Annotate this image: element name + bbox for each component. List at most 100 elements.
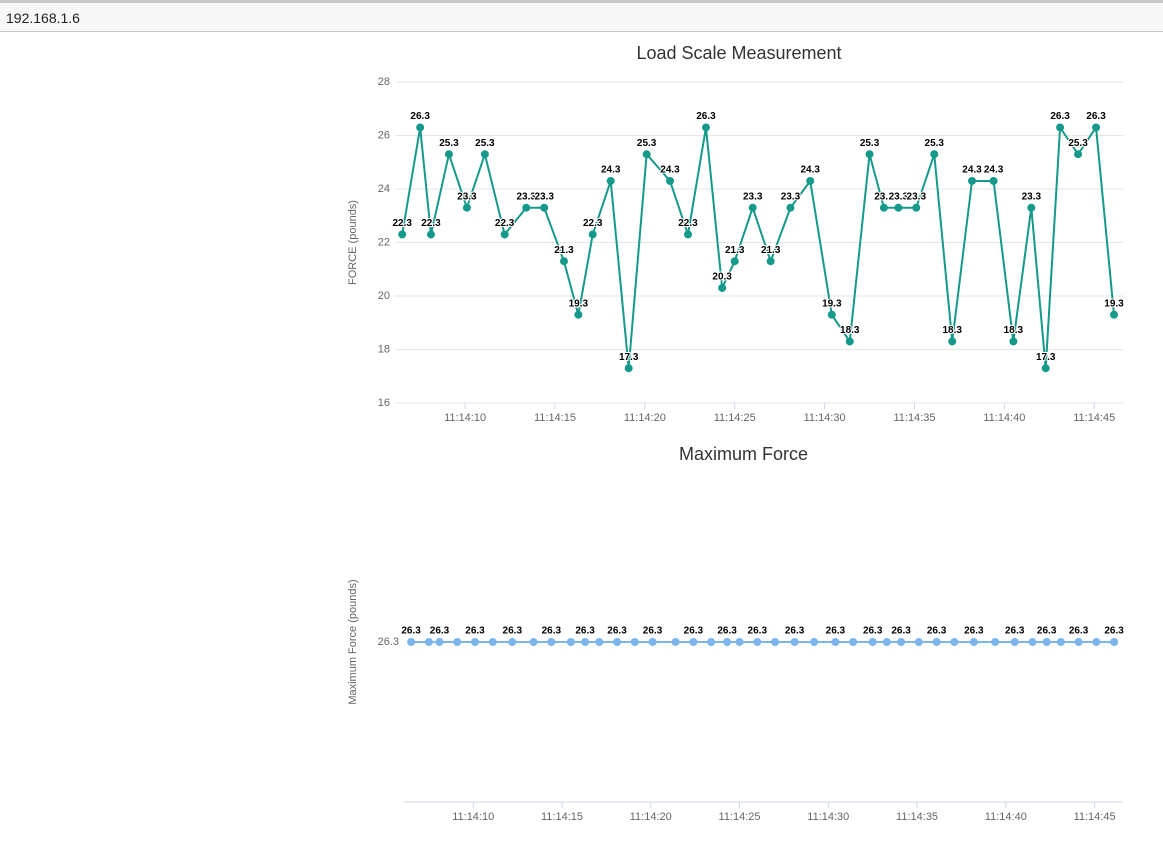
y-tick-label: 22 (378, 236, 390, 248)
point (868, 638, 877, 646)
data-label: 20.3 (712, 272, 732, 283)
point (865, 150, 874, 159)
point (508, 638, 517, 646)
point (416, 123, 425, 132)
point (849, 638, 858, 646)
data-label: 26.3 (410, 111, 430, 122)
point (1056, 638, 1065, 646)
data-label: 24.3 (962, 165, 982, 176)
x-tick-label: 11:14:45 (1073, 412, 1115, 424)
point (588, 230, 597, 239)
x-tick-label: 11:14:20 (624, 412, 666, 424)
point (968, 176, 977, 185)
point (969, 638, 978, 646)
data-label: 21.3 (725, 245, 745, 256)
data-label: 24.3 (984, 165, 1004, 176)
point (566, 638, 575, 646)
data-label: 23.3 (516, 191, 536, 202)
point (574, 310, 583, 319)
point (595, 638, 604, 646)
point (453, 638, 462, 646)
data-label: 23.3 (1022, 191, 1042, 202)
data-label: 21.3 (761, 245, 781, 256)
data-label: 23.3 (457, 191, 477, 202)
point (426, 230, 435, 239)
data-label: 26.3 (1037, 626, 1057, 637)
data-label: 22.3 (678, 218, 698, 229)
data-label: 26.3 (748, 626, 768, 637)
point (435, 638, 444, 646)
y-axis-title: FORCE (pounds) (347, 200, 359, 285)
point (648, 638, 657, 646)
data-label: 24.3 (660, 165, 680, 176)
point (1074, 150, 1083, 159)
data-label: 23.3 (534, 191, 554, 202)
data-label: 21.3 (554, 245, 574, 256)
point (790, 638, 799, 646)
data-label: 26.3 (401, 626, 421, 637)
point (488, 638, 497, 646)
x-tick-label: 11:14:25 (719, 811, 761, 823)
point (806, 176, 815, 185)
point (559, 257, 568, 266)
data-label: 25.3 (925, 138, 945, 149)
data-label: 19.3 (569, 298, 589, 309)
point (810, 638, 819, 646)
x-tick-label: 11:14:35 (893, 412, 935, 424)
y-tick-label: 26.3 (378, 636, 399, 648)
point (912, 203, 921, 212)
point (1092, 638, 1101, 646)
point (766, 257, 775, 266)
data-label: 26.3 (1086, 111, 1106, 122)
x-tick-label: 11:14:30 (807, 811, 849, 823)
point (753, 638, 762, 646)
point (786, 203, 795, 212)
x-tick-label: 11:14:35 (896, 811, 938, 823)
y-tick-label: 26 (378, 129, 390, 141)
point (930, 150, 939, 159)
point (879, 203, 888, 212)
point (989, 176, 998, 185)
x-tick-label: 11:14:45 (1074, 811, 1116, 823)
data-label: 23.3 (781, 191, 801, 202)
data-label: 26.3 (503, 626, 523, 637)
x-tick-label: 11:14:30 (804, 412, 846, 424)
data-label: 22.3 (495, 218, 515, 229)
point (914, 638, 923, 646)
point (581, 638, 590, 646)
data-label: 26.3 (927, 626, 947, 637)
data-label: 18.3 (943, 325, 963, 336)
point (462, 203, 471, 212)
data-label: 26.3 (826, 626, 846, 637)
point (1028, 638, 1037, 646)
point (424, 638, 433, 646)
data-label: 24.3 (800, 165, 820, 176)
point (666, 176, 675, 185)
data-label: 26.3 (863, 626, 883, 637)
data-label: 26.3 (1104, 626, 1124, 637)
point (683, 230, 692, 239)
data-label: 26.3 (465, 626, 485, 637)
point (471, 638, 480, 646)
chart-title: Load Scale Measurement (636, 43, 841, 63)
point (480, 150, 489, 159)
point (630, 638, 639, 646)
data-label: 26.3 (643, 626, 663, 637)
point (701, 123, 710, 132)
data-label: 26.3 (696, 111, 716, 122)
point (606, 176, 615, 185)
point (718, 283, 727, 292)
x-tick-label: 11:14:20 (630, 811, 672, 823)
data-label: 25.3 (637, 138, 657, 149)
point (1056, 123, 1065, 132)
data-label: 25.3 (475, 138, 495, 149)
data-label: 23.3 (907, 191, 927, 202)
point (748, 203, 757, 212)
data-label: 17.3 (1036, 352, 1056, 363)
point (547, 638, 556, 646)
point (540, 203, 549, 212)
point (1041, 364, 1050, 373)
data-label: 25.3 (860, 138, 880, 149)
address-bar[interactable]: 192.168.1.6 (0, 0, 1163, 32)
